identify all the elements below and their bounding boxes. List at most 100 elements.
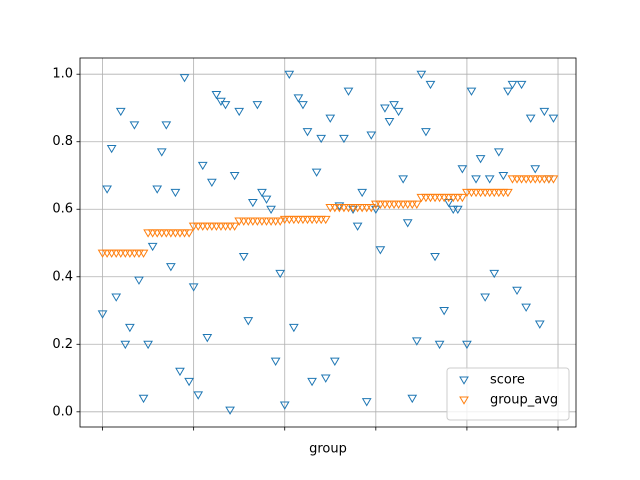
marker: [161, 121, 172, 130]
marker: [457, 193, 468, 203]
marker: [257, 188, 267, 198]
marker: [320, 374, 331, 383]
marker: [516, 80, 527, 90]
marker: [357, 188, 368, 198]
marker: [384, 117, 395, 127]
marker: [106, 144, 117, 154]
marker: [411, 200, 422, 209]
marker: [184, 229, 194, 238]
marker: [302, 128, 313, 137]
marker: [97, 310, 108, 319]
y-tick-label: 0.6: [52, 202, 73, 217]
marker: [275, 217, 286, 226]
marker: [498, 171, 509, 181]
y-tick-label: 0.8: [52, 134, 73, 149]
marker: [539, 107, 550, 117]
marker: [316, 134, 327, 144]
legend-box: [446, 367, 570, 421]
marker: [298, 101, 308, 110]
marker: [147, 242, 158, 252]
marker: [512, 286, 522, 296]
marker: [270, 357, 281, 366]
legend-label: group_avg: [490, 393, 558, 408]
marker: [152, 185, 163, 194]
marker: [284, 70, 295, 79]
marker: [466, 87, 477, 96]
marker: [366, 131, 377, 140]
marker: [311, 168, 322, 177]
marker: [443, 198, 454, 208]
marker: [170, 188, 181, 198]
marker: [197, 161, 208, 171]
marker: [175, 367, 185, 377]
marker: [530, 165, 541, 174]
marker: [193, 391, 204, 400]
marker: [548, 175, 559, 184]
marker: [416, 70, 427, 79]
marker: [275, 269, 286, 279]
marker: [320, 215, 331, 225]
marker: [234, 107, 245, 117]
marker: [252, 101, 263, 110]
marker: [111, 293, 122, 302]
y-tick-label: 0.2: [52, 337, 73, 352]
marker: [261, 195, 272, 204]
marker: [503, 87, 513, 96]
marker: [430, 253, 440, 262]
marker: [434, 340, 445, 350]
marker: [471, 175, 481, 184]
marker: [288, 323, 299, 333]
marker: [220, 101, 231, 110]
legend-label: score: [490, 373, 525, 388]
marker: [503, 188, 513, 198]
marker: [238, 253, 249, 262]
marker: [134, 276, 144, 285]
marker: [243, 317, 254, 326]
legend-marker: [459, 376, 469, 385]
marker: [225, 406, 235, 415]
marker: [266, 205, 276, 215]
marker: [339, 134, 349, 144]
marker: [229, 222, 240, 231]
marker: [115, 107, 126, 117]
marker: [462, 340, 472, 350]
marker: [138, 249, 149, 258]
marker: [352, 222, 363, 231]
marker: [366, 204, 377, 213]
marker: [124, 323, 135, 333]
marker: [293, 94, 304, 103]
marker: [229, 171, 240, 181]
marker: [407, 394, 418, 404]
marker: [439, 307, 450, 316]
legend-marker: [459, 396, 469, 405]
marker: [402, 219, 413, 228]
plot-frame: [79, 57, 577, 428]
marker: [102, 185, 112, 194]
marker: [375, 246, 386, 255]
marker: [211, 90, 222, 100]
marker: [452, 205, 463, 215]
marker: [361, 398, 372, 407]
marker: [489, 269, 500, 279]
marker: [370, 205, 381, 215]
marker: [325, 114, 336, 123]
marker: [165, 263, 176, 272]
marker: [307, 377, 317, 387]
marker: [475, 155, 486, 164]
marker: [279, 401, 290, 410]
marker: [348, 205, 358, 215]
marker: [521, 303, 532, 312]
marker: [480, 293, 491, 302]
marker: [534, 320, 545, 329]
marker: [179, 74, 190, 83]
marker: [484, 175, 495, 184]
marker: [548, 114, 559, 123]
marker: [329, 357, 340, 366]
y-tick-label: 0.0: [52, 404, 73, 419]
marker: [129, 121, 140, 130]
marker: [389, 101, 399, 110]
marker: [343, 87, 354, 96]
marker: [425, 80, 436, 90]
marker: [457, 165, 468, 174]
